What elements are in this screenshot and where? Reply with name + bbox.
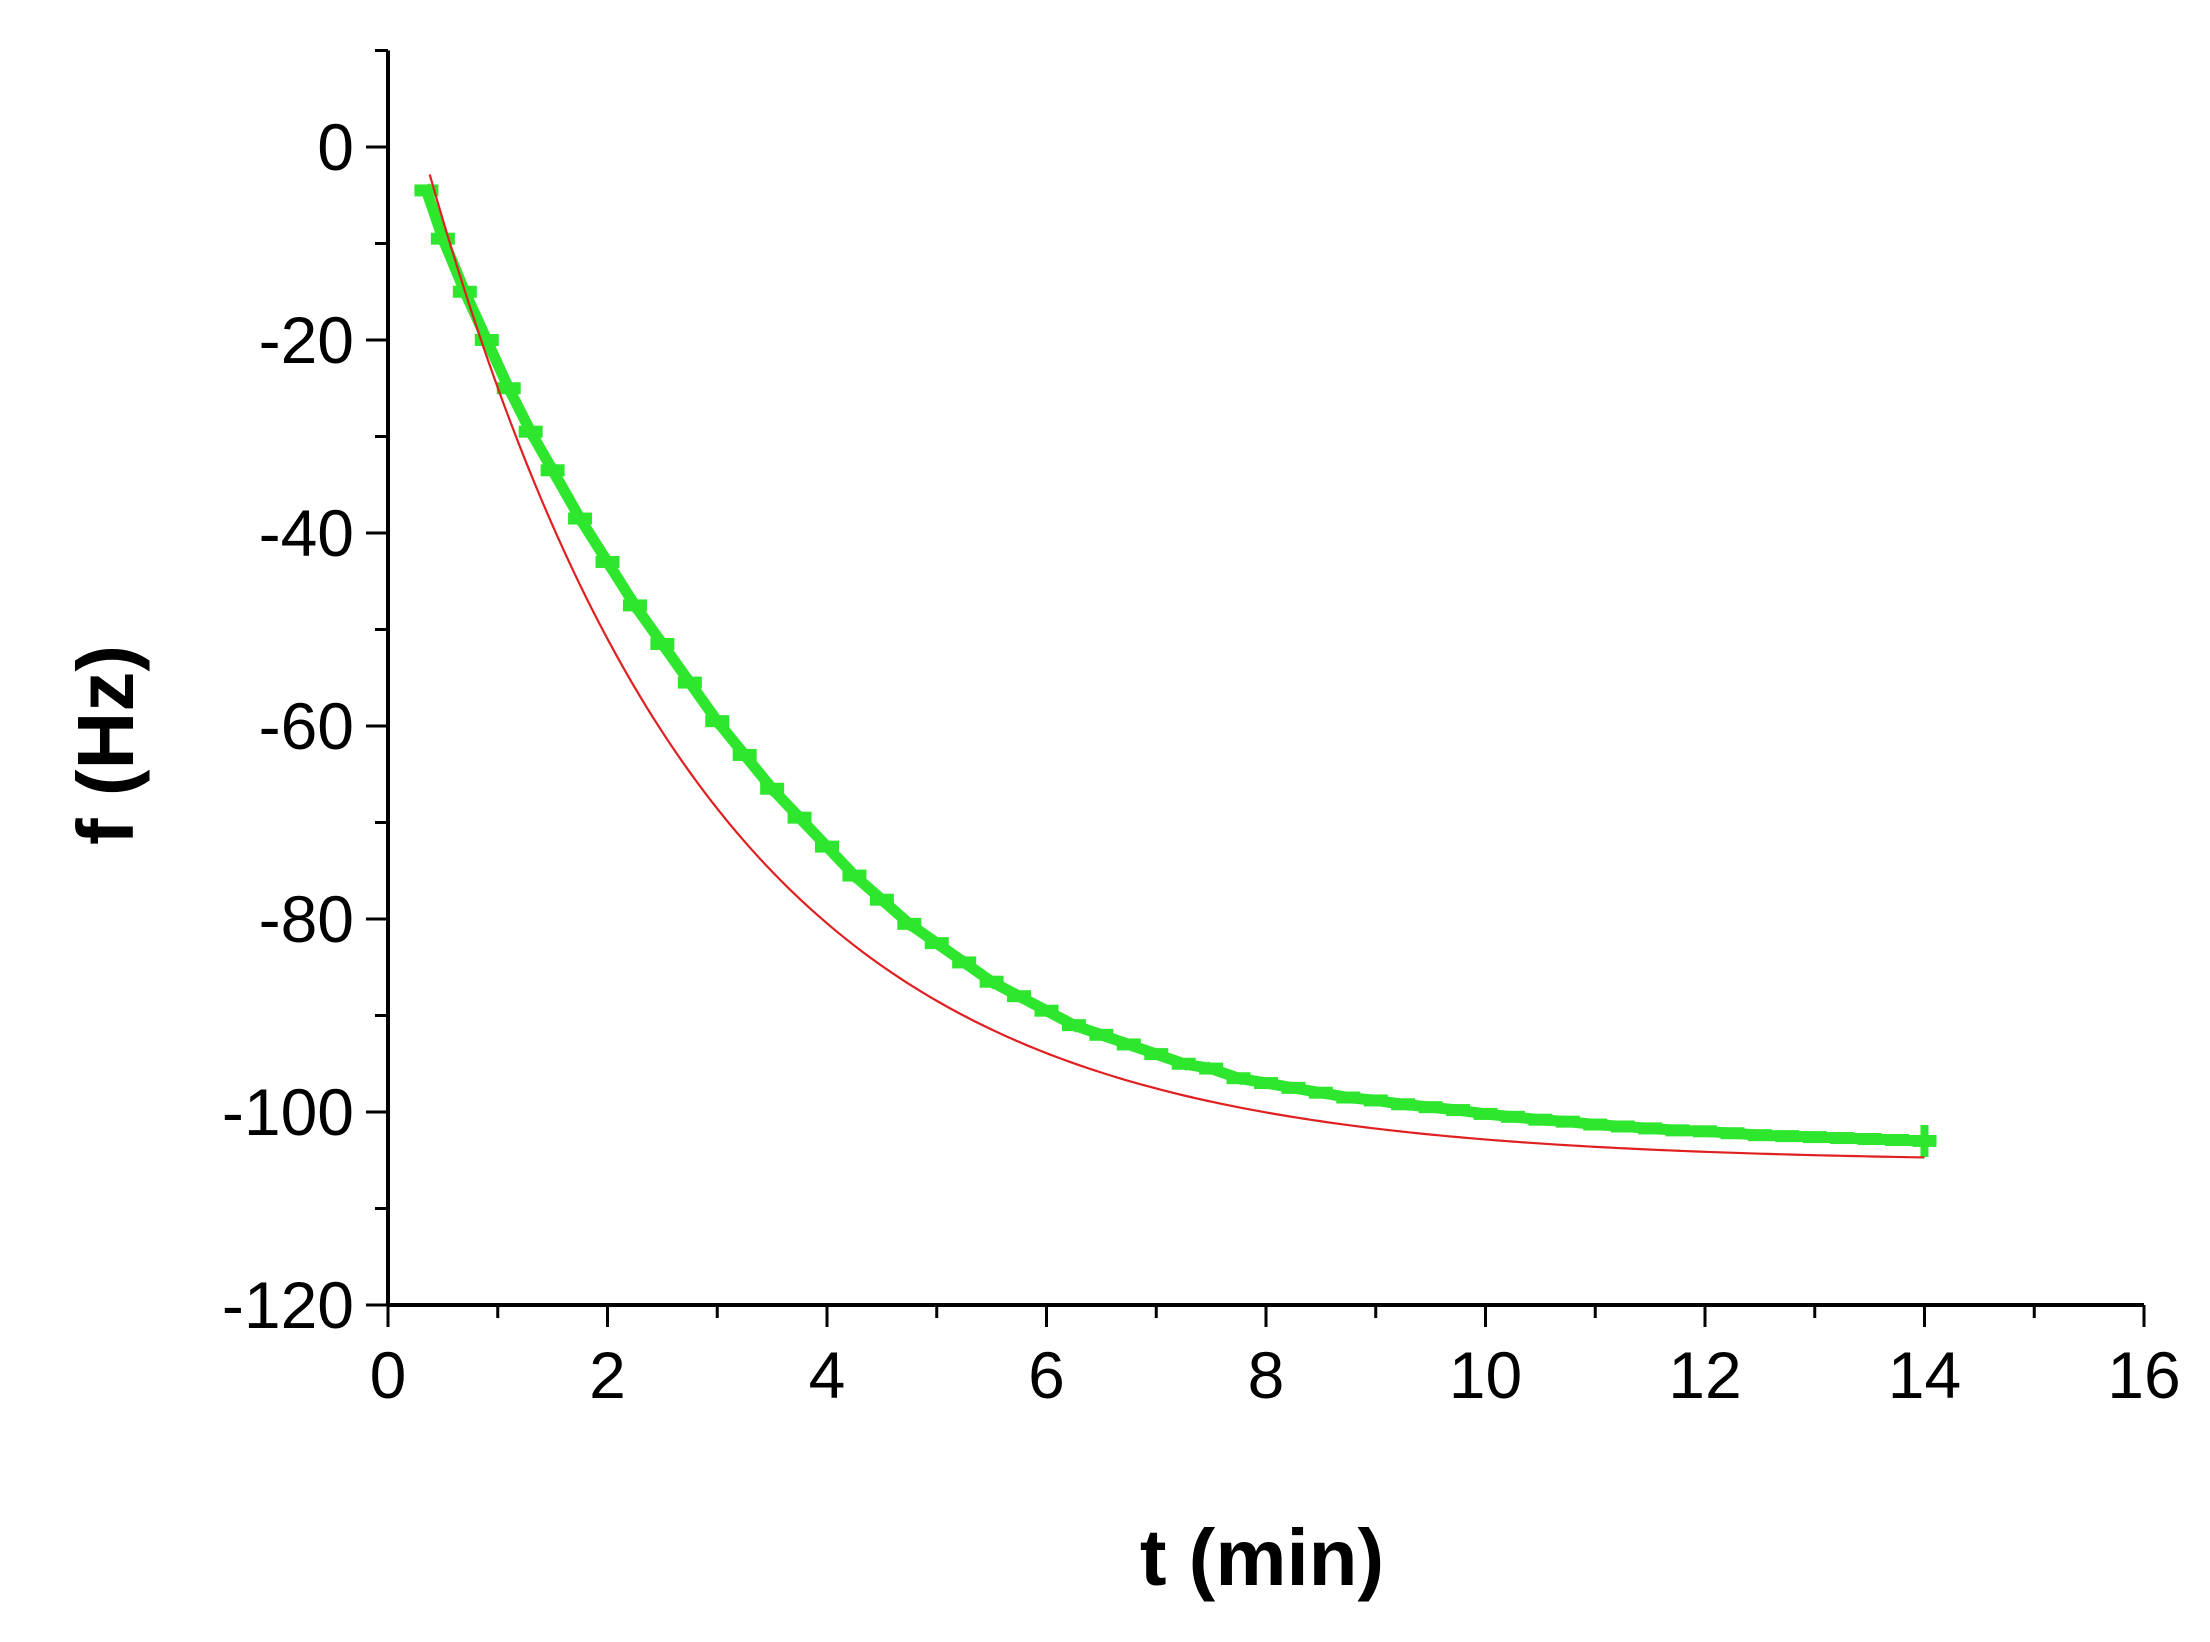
data-point-link [627,597,671,652]
data-point-link [654,636,698,691]
data-layer [414,174,1937,1159]
data-point-link [419,183,450,246]
x-tick-label: 10 [1449,1338,1522,1412]
y-axis-title: f (Hz) [61,645,150,845]
data-point-end [1920,1124,1929,1157]
x-tick-label: 8 [1248,1338,1285,1412]
y-tick-label: 0 [317,110,354,184]
data-point-link [545,462,588,527]
fit-line [428,174,1925,1159]
data-point-link [599,554,643,613]
data-point-link [572,510,616,570]
axes-layer: 0 2 4 6 8 10 12 14 16 0 -20 -40 -60 -80 -100 -120 [222,49,2181,1412]
data-point-link [479,332,517,396]
x-tick-label: 2 [589,1338,626,1412]
data-point-link [682,674,725,729]
x-axis-title: t (min) [1140,1513,1384,1602]
data-point-link [523,424,561,478]
y-tick-label: -80 [259,882,354,956]
y-tick-label: -20 [259,303,354,377]
y-tick-label: -60 [259,689,354,763]
y-tick-label: -100 [222,1075,354,1149]
y-tick-label: -40 [259,496,354,570]
y-tick-label: -120 [222,1268,354,1342]
x-tick-label: 0 [370,1338,407,1412]
x-tick-label: 4 [809,1338,846,1412]
plot-area: 0 2 4 6 8 10 12 14 16 0 -20 -40 -60 -80 -100 -120 [222,49,2181,1412]
x-tick-label: 16 [2107,1338,2180,1412]
data-point-link [501,380,539,440]
scatter-series [414,183,1937,1157]
x-tick-label: 14 [1888,1338,1961,1412]
x-tick-label: 12 [1668,1338,1741,1412]
x-tick-label: 6 [1028,1338,1065,1412]
